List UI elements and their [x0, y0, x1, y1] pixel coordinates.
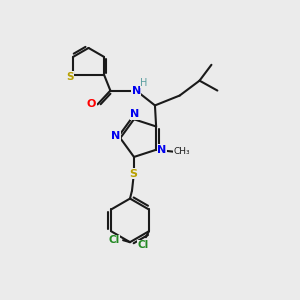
Text: CH₃: CH₃ [174, 147, 190, 156]
Text: S: S [66, 72, 74, 82]
Text: N: N [131, 85, 141, 96]
Text: N: N [111, 131, 120, 141]
Text: N: N [158, 145, 167, 155]
Text: S: S [129, 169, 137, 179]
Text: Cl: Cl [109, 235, 120, 245]
Text: H: H [140, 78, 148, 88]
Text: N: N [130, 109, 140, 119]
Text: Cl: Cl [137, 240, 148, 250]
Text: O: O [87, 99, 96, 110]
